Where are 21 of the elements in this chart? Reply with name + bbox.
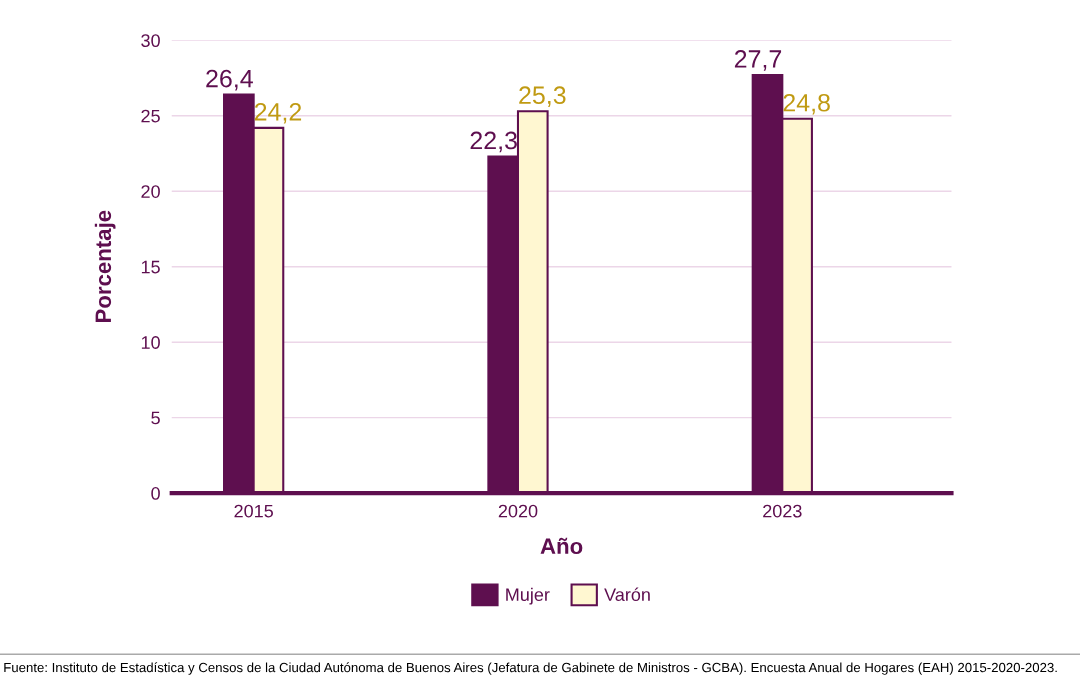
y-tick-label: 10 bbox=[141, 336, 160, 349]
y-tick-label: 20 bbox=[141, 185, 160, 198]
legend-label: Mujer bbox=[506, 587, 550, 605]
x-tick-label: 2020 bbox=[498, 504, 538, 518]
data-label: 25,3 bbox=[519, 86, 566, 107]
x-axis-title: Año bbox=[540, 537, 583, 555]
legend-label: Varón bbox=[604, 587, 650, 602]
y-tick-label: 30 bbox=[141, 34, 160, 48]
x-tick-label: 2015 bbox=[234, 504, 273, 518]
data-label: 27,7 bbox=[734, 50, 782, 71]
x-tick-label: 2023 bbox=[763, 504, 802, 518]
y-axis-title: Porcentaje bbox=[94, 210, 116, 323]
data-label: 26,4 bbox=[206, 69, 253, 91]
data-label: 24,8 bbox=[783, 93, 830, 115]
source-note: Fuente: Instituto de Estadística y Censos de la Ciudad Autónoma de Buenos Aires (Jefatura de Gabinete de Ministros - GCBA). Encuesta Anual de Hogares (EAH) 2015-2020-2023. bbox=[4, 662, 1057, 675]
data-label: 24,2 bbox=[254, 102, 302, 124]
data-label: 22,3 bbox=[470, 131, 517, 153]
y-tick-label: 0 bbox=[151, 487, 160, 500]
y-tick-label: 15 bbox=[141, 260, 160, 274]
y-tick-label: 25 bbox=[141, 109, 160, 123]
y-tick-label: 5 bbox=[151, 411, 160, 425]
